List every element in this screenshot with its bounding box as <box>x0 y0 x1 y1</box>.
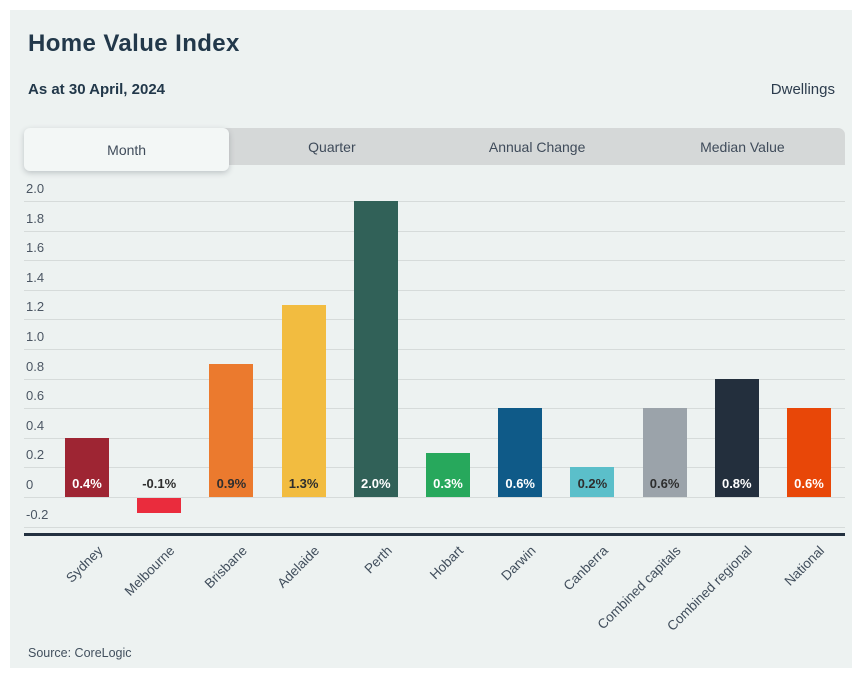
x-axis-label-perth: Perth <box>360 543 395 577</box>
bar-value-label: 0.3% <box>433 476 463 491</box>
tab-month[interactable]: Month <box>24 128 230 171</box>
y-axis-tick-label: 1.8 <box>26 210 45 226</box>
y-axis-tick-label: -0.2 <box>26 506 49 522</box>
dwellings-label: Dwellings <box>770 81 835 98</box>
bar-chart: 2.0 1.8 1.6 1.4 1.2 1.0 0.8 0.6 0.4 0.2 0 -0.2 0.4% S… <box>24 181 845 655</box>
bar-value-label: 0.6% <box>794 476 824 491</box>
source-attribution: Source: CoreLogic <box>28 646 132 660</box>
gridline <box>24 289 845 291</box>
gridline <box>24 497 845 498</box>
y-axis-tick-label: 0.2 <box>26 447 45 463</box>
as-at-date-label: As at 30 April, 2024 <box>28 81 166 98</box>
gridline <box>24 408 845 410</box>
tab-bar: Month Quarter Annual Change Median Value <box>24 128 845 171</box>
gridline <box>24 526 845 528</box>
bar-value-label: 0.2% <box>577 476 608 491</box>
bar-hobart[interactable] <box>426 452 470 497</box>
tab-median-value[interactable]: Median Value <box>700 138 785 155</box>
y-axis-tick-label: 2.0 <box>26 181 45 196</box>
bar-value-label: 1.3% <box>288 476 319 491</box>
bar-brisbane[interactable] <box>209 363 254 497</box>
bar-value-label: 0.6% <box>505 476 535 491</box>
y-axis-tick-label: 1.6 <box>26 240 45 256</box>
gridline <box>24 349 845 350</box>
gridline <box>24 319 845 321</box>
bar-canberra[interactable] <box>570 467 615 497</box>
y-axis-tick-label: 0 <box>26 477 34 492</box>
gridline <box>24 437 845 439</box>
gridline <box>24 260 845 262</box>
y-axis-tick-label: 1.0 <box>26 329 45 344</box>
bar-perth[interactable] <box>353 201 398 497</box>
bar-national[interactable] <box>787 408 831 497</box>
tab-quarter[interactable]: Quarter <box>308 138 356 155</box>
y-axis-tick-label: 0.8 <box>26 358 45 374</box>
y-axis-tick-label: 0.4 <box>26 417 45 433</box>
gridline <box>24 230 845 232</box>
bar-melbourne[interactable] <box>137 498 182 513</box>
bar-value-label: 0.8% <box>721 476 752 491</box>
bar-combined-regional[interactable] <box>714 378 759 497</box>
bar-combined-capitals[interactable] <box>642 408 687 497</box>
bar-value-label: 0.6% <box>649 476 680 491</box>
x-axis-label-darwin: Darwin <box>498 543 539 584</box>
x-axis-label-canberra: Canberra <box>560 543 612 594</box>
bar-adelaide[interactable] <box>281 304 326 497</box>
x-axis-label-sydney: Sydney <box>63 543 106 586</box>
x-axis-label-hobart: Hobart <box>427 543 467 583</box>
x-axis-label-adelaide: Adelaide <box>274 543 323 591</box>
bar-value-label: -0.1% <box>142 476 177 491</box>
bar-sydney[interactable] <box>65 437 109 497</box>
y-axis-tick-label: 1.4 <box>26 269 45 285</box>
x-axis-label-brisbane: Brisbane <box>201 543 251 592</box>
x-axis-line <box>24 533 845 536</box>
bar-value-label: 2.0% <box>360 476 391 491</box>
bar-value-label: 0.4% <box>72 476 102 491</box>
x-axis-label-national: National <box>781 543 828 589</box>
tab-annual-change[interactable]: Annual Change <box>488 138 586 155</box>
bar-darwin[interactable] <box>498 408 543 497</box>
x-axis-label-melbourne: Melbourne <box>122 543 178 599</box>
gridline <box>24 378 845 380</box>
bar-value-label: 0.9% <box>216 476 247 491</box>
y-axis-tick-label: 1.2 <box>26 299 45 315</box>
page-title: Home Value Index <box>28 30 240 57</box>
y-axis-tick-label: 0.6 <box>26 388 45 404</box>
home-value-index-card: Home Value Index As at 30 April, 2024 Dw… <box>10 10 852 668</box>
gridline <box>24 201 845 202</box>
